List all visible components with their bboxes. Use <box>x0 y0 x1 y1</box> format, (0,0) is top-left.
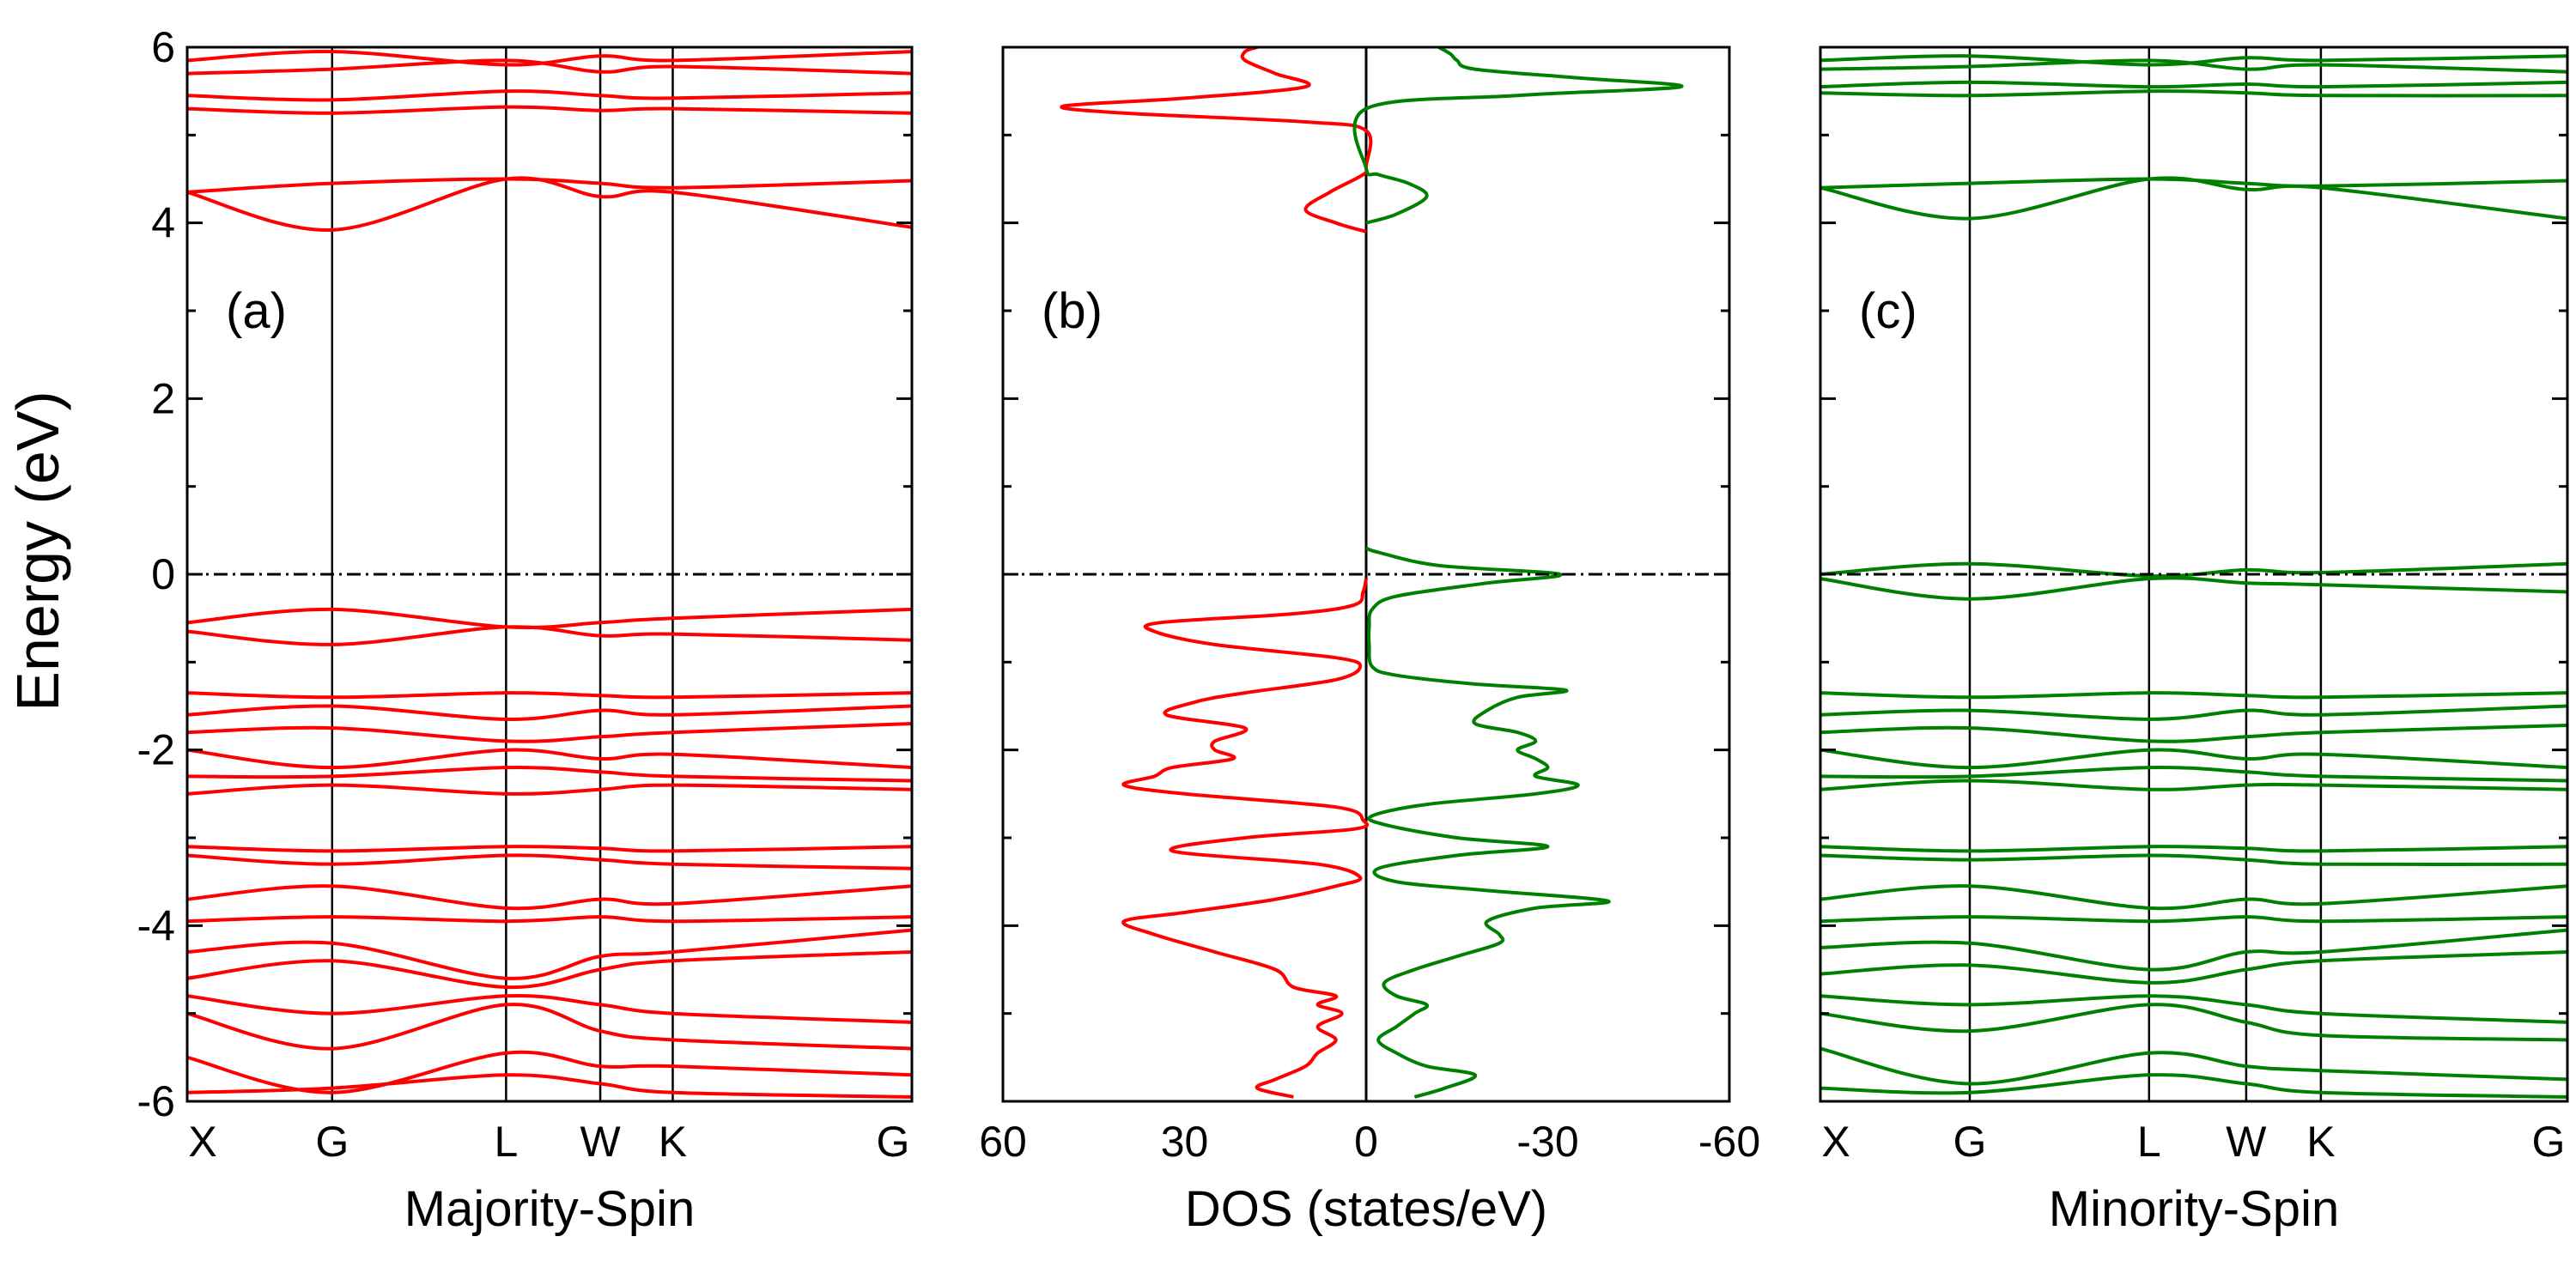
band-line-v2 <box>186 625 913 646</box>
panel-minority-spin-bands: X G L W K G (c) Minority-Spin <box>1819 45 2569 1237</box>
band-line-c3 <box>186 105 913 115</box>
panel-label: (a) <box>226 283 287 339</box>
band-line-v9 <box>186 845 913 853</box>
band-line-v11 <box>186 884 913 911</box>
band-line-c4 <box>186 89 913 102</box>
kpoint-label-g: G <box>315 1118 349 1166</box>
band-line-v17 <box>1820 1046 2568 1086</box>
band-line-v4 <box>1820 704 2568 721</box>
x-axis-title: Majority-Spin <box>404 1181 695 1237</box>
band-line-v7 <box>1820 766 2568 783</box>
x-tick-label: 60 <box>979 1118 1027 1166</box>
x-tick-label: 30 <box>1161 1118 1209 1166</box>
panel-label: (b) <box>1042 283 1103 339</box>
band-line-v5 <box>1820 724 2568 743</box>
kpoint-label-l: L <box>494 1118 518 1166</box>
kpoint-label-x: X <box>1821 1118 1850 1166</box>
band-line-v10 <box>1820 853 2568 867</box>
band-line-v15 <box>186 993 913 1024</box>
band-line-c3 <box>1820 89 2568 98</box>
kpoint-label-l: L <box>2137 1118 2161 1166</box>
kpoint-label-g: G <box>1953 1118 1987 1166</box>
band-line-v6 <box>1820 748 2568 770</box>
kpoint-label-g: G <box>2532 1118 2566 1166</box>
band-line-v12 <box>1820 915 2568 924</box>
band-line-v16 <box>1820 1003 2568 1042</box>
x-tick-label: -60 <box>1698 1118 1760 1166</box>
band-line-v3 <box>186 691 913 700</box>
y-tick-label: 2 <box>151 374 175 422</box>
band-line-v3 <box>1820 691 2568 700</box>
band-line-v13 <box>186 928 913 980</box>
x-tick-label: -30 <box>1516 1118 1578 1166</box>
x-axis-title: Minority-Spin <box>2049 1181 2339 1237</box>
band-line-v16 <box>186 1003 913 1051</box>
band-line-v8 <box>186 783 913 796</box>
band-line-v9 <box>1820 845 2568 853</box>
y-tick-label: -4 <box>137 901 175 949</box>
band-line-c2 <box>186 177 913 194</box>
band-line-v7 <box>186 766 913 783</box>
y-axis-title: Energy (eV) <box>4 391 71 711</box>
band-line-v8 <box>1820 779 2568 791</box>
band-line-v18 <box>186 1073 913 1099</box>
y-tick-label: 4 <box>151 199 175 247</box>
band-line-v13 <box>1820 928 2568 972</box>
kpoint-label-g: G <box>877 1118 910 1166</box>
band-line-c1 <box>1820 176 2568 221</box>
band-line-v15 <box>1820 994 2568 1024</box>
band-line-c4 <box>1820 80 2568 89</box>
band-line-c6 <box>186 50 913 67</box>
band-line-v12 <box>186 915 913 924</box>
dos-minority-curve <box>1352 45 1684 225</box>
y-tick-label: 6 <box>151 23 175 71</box>
band-line-c5 <box>186 58 913 76</box>
band-line-v5 <box>186 722 913 743</box>
band-line-v11 <box>1820 884 2568 911</box>
band-line-c5 <box>1820 58 2568 74</box>
kpoint-label-w: W <box>2226 1118 2267 1166</box>
panel-majority-spin-bands: X G L W K G 6 4 2 0 -2 -4 -6 (a) Majority-Spin <box>137 23 914 1237</box>
kpoint-label-w: W <box>580 1118 621 1166</box>
kpoint-label-k: K <box>659 1118 687 1166</box>
kpoint-label-k: K <box>2306 1118 2335 1166</box>
band-line-v4 <box>186 704 913 721</box>
dos-majority-curve <box>1121 578 1370 1099</box>
panel-label: (c) <box>1859 283 1917 339</box>
y-tick-label: 0 <box>151 550 175 598</box>
x-tick-label: 0 <box>1354 1118 1378 1166</box>
band-line-v17 <box>186 1050 913 1094</box>
band-line-v14 <box>1820 950 2568 985</box>
y-tick-label: -6 <box>137 1077 175 1125</box>
band-line-v1 <box>186 607 913 630</box>
panel-dos: 60 30 0 -30 -60 (b) DOS (states/eV) <box>979 45 1760 1237</box>
band-line-v6 <box>186 748 913 770</box>
band-line-f2 <box>1820 576 2568 601</box>
y-tick-label: -2 <box>137 726 175 774</box>
band-line-v10 <box>186 853 913 870</box>
band-line-c1 <box>186 176 913 232</box>
dos-majority-curve <box>1060 45 1373 233</box>
dos-minority-curve <box>1365 546 1611 1099</box>
band-line-v14 <box>186 950 913 990</box>
kpoint-label-x: X <box>188 1118 216 1166</box>
band-line-c6 <box>1820 54 2568 67</box>
x-axis-title: DOS (states/eV) <box>1185 1181 1547 1237</box>
band-line-v18 <box>1820 1073 2568 1099</box>
